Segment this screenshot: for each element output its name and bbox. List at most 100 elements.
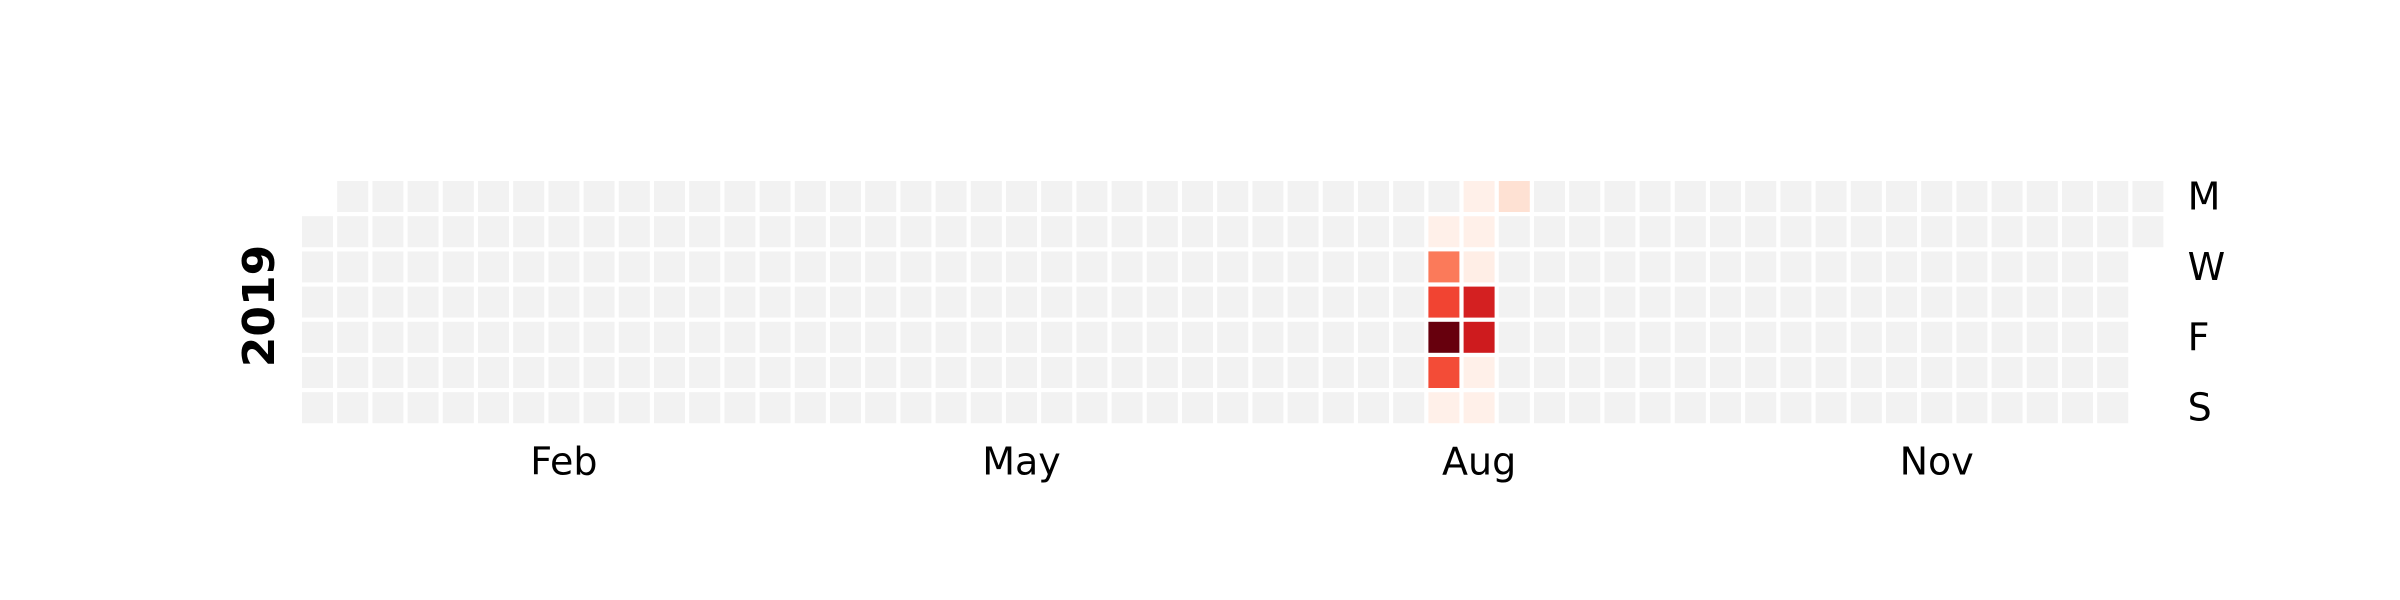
month-label-feb: Feb [530,439,597,483]
heatmap-cell-2019-04-12 [794,321,826,353]
heatmap-cell-2019-06-16 [1111,392,1143,424]
heatmap-cell-2019-05-21 [1006,216,1037,248]
heatmap-cell-2019-05-08 [935,251,967,283]
heatmap-cell-2019-10-08 [1710,216,1741,248]
heatmap-cell-2019-04-11 [794,286,826,318]
heatmap-cell-2019-06-21 [1146,321,1178,353]
heatmap-cell-2019-11-13 [1886,251,1917,283]
heatmap-cell-2019-02-14 [513,286,545,318]
heatmap-cell-2019-10-15 [1745,216,1777,248]
heatmap-cell-2019-12-07 [1991,357,2023,388]
heatmap-cell-2019-08-20 [1463,216,1495,248]
heatmap-cell-2019-03-13 [654,251,685,283]
heatmap-cell-2019-01-05 [302,357,333,388]
heatmap-cell-2019-02-16 [513,357,545,388]
heatmap-cell-2019-06-22 [1146,357,1178,388]
heatmap-cell-2019-10-12 [1710,357,1741,388]
heatmap-cell-2019-11-21 [1921,286,1953,318]
heatmap-cell-2019-05-02 [900,286,932,318]
heatmap-cell-2019-12-04 [1991,251,2023,283]
heatmap-cell-2019-03-23 [689,357,721,388]
heatmap-cell-2019-03-26 [724,216,756,248]
heatmap-cell-2019-01-23 [407,251,439,283]
heatmap-cell-2019-08-03 [1358,357,1389,388]
heatmap-cell-2019-04-16 [830,216,861,248]
heatmap-cell-2019-04-03 [759,251,791,283]
heatmap-cell-2019-07-08 [1252,181,1284,212]
heatmap-cell-2019-02-03 [442,392,474,424]
month-label-may: May [982,439,1061,483]
heatmap-cell-2019-08-24 [1463,357,1495,388]
heatmap-cell-2019-01-31 [442,286,474,318]
heatmap-cell-2019-03-15 [654,321,685,353]
heatmap-cell-2019-08-08 [1393,286,1425,318]
heatmap-cell-2019-04-23 [865,216,897,248]
heatmap-cell-2019-08-13 [1428,216,1460,248]
heatmap-cell-2019-11-22 [1921,321,1953,353]
heatmap-cell-2019-09-25 [1639,251,1671,283]
heatmap-cell-2019-10-06 [1674,392,1706,424]
heatmap-cell-2019-09-22 [1604,392,1636,424]
heatmap-cell-2019-05-25 [1006,357,1037,388]
heatmap-cell-2019-02-06 [478,251,509,283]
heatmap-cell-2019-02-04 [478,181,509,212]
heatmap-cell-2019-11-14 [1886,286,1917,318]
heatmap-cell-2019-10-19 [1745,357,1777,388]
heatmap-cell-2019-09-06 [1534,321,1565,353]
heatmap-cell-2019-07-02 [1217,216,1249,248]
heatmap-cell-2019-12-17 [2062,216,2093,248]
heatmap-cell-2019-09-17 [1604,216,1636,248]
heatmap-cell-2019-06-17 [1146,181,1178,212]
heatmap-cell-2019-11-06 [1850,251,1882,283]
month-label-aug: Aug [1442,439,1516,483]
heatmap-cell-2019-10-29 [1815,216,1847,248]
heatmap-cell-2019-05-20 [1006,181,1037,212]
heatmap-cell-2019-01-09 [337,251,369,283]
heatmap-cell-2019-06-05 [1076,251,1108,283]
heatmap-cell-2019-05-06 [935,181,967,212]
heatmap-cell-2019-04-24 [865,251,897,283]
heatmap-cell-2019-01-08 [337,216,369,248]
heatmap-cell-2019-02-17 [513,392,545,424]
heatmap-cell-2019-02-11 [513,181,545,212]
heatmap-cell-2019-02-02 [442,357,474,388]
heatmap-cells [302,181,2164,424]
heatmap-cell-2019-11-17 [1886,392,1917,424]
heatmap-cell-2019-10-30 [1815,251,1847,283]
heatmap-cell-2019-03-30 [724,357,756,388]
heatmap-cell-2019-09-12 [1569,286,1601,318]
heatmap-cell-2019-06-29 [1182,357,1213,388]
heatmap-cell-2019-01-26 [407,357,439,388]
heatmap-cell-2019-08-07 [1393,251,1425,283]
heatmap-cell-2019-10-10 [1710,286,1741,318]
heatmap-cell-2019-10-05 [1674,357,1706,388]
heatmap-cell-2019-03-02 [583,357,615,388]
heatmap-cell-2019-10-27 [1780,392,1812,424]
heatmap-cell-2019-01-13 [337,392,369,424]
heatmap-cell-2019-12-02 [1991,181,2023,212]
heatmap-cell-2019-01-14 [372,181,404,212]
heatmap-cell-2019-08-29 [1498,286,1530,318]
heatmap-cell-2019-11-30 [1956,357,1988,388]
heatmap-cell-2019-04-05 [759,321,791,353]
heatmap-cell-2019-02-10 [478,392,509,424]
heatmap-cell-2019-02-13 [513,251,545,283]
heatmap-cell-2019-07-29 [1358,181,1389,212]
heatmap-cell-2019-07-01 [1217,181,1249,212]
heatmap-cell-2019-11-20 [1921,251,1953,283]
heatmap-cell-2019-11-07 [1850,286,1882,318]
heatmap-cell-2019-06-30 [1182,392,1213,424]
heatmap-cell-2019-03-05 [618,216,650,248]
heatmap-cell-2019-12-12 [2026,286,2058,318]
heatmap-cell-2019-06-28 [1182,321,1213,353]
heatmap-cell-2019-06-20 [1146,286,1178,318]
heatmap-cell-2019-10-25 [1780,321,1812,353]
heatmap-cell-2019-01-18 [372,321,404,353]
heatmap-cell-2019-12-22 [2062,392,2093,424]
heatmap-cell-2019-07-07 [1217,392,1249,424]
heatmap-cell-2019-02-25 [583,181,615,212]
heatmap-cell-2019-10-01 [1674,216,1706,248]
heatmap-cell-2019-01-15 [372,216,404,248]
heatmap-cell-2019-01-01 [302,216,333,248]
heatmap-cell-2019-01-25 [407,321,439,353]
